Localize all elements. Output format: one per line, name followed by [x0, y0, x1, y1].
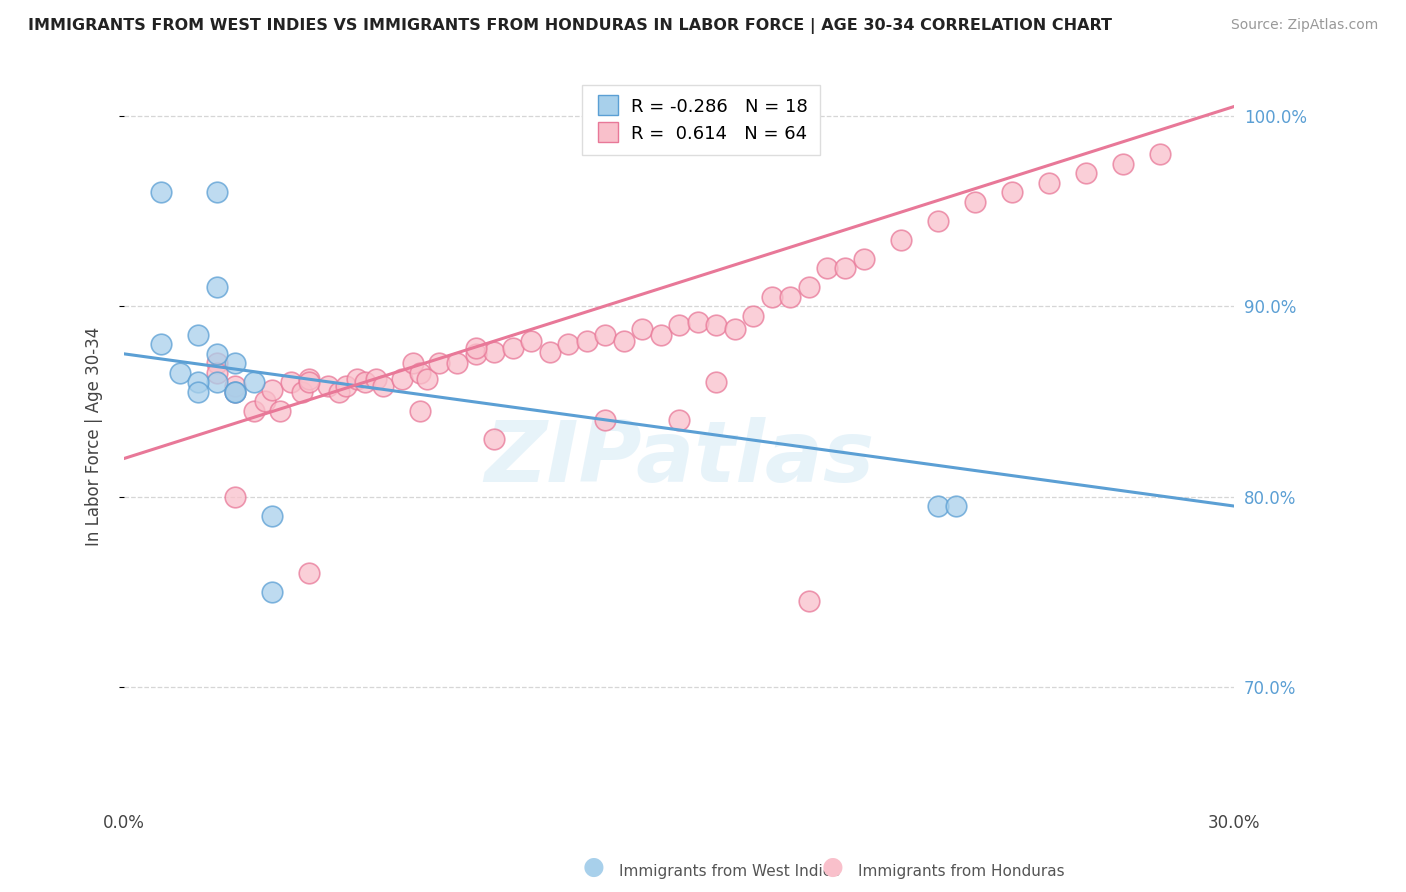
- Point: [686, 314, 709, 328]
- Point: [402, 356, 425, 370]
- Point: [150, 185, 173, 199]
- Point: [557, 337, 579, 351]
- Point: [1074, 166, 1097, 180]
- Text: Immigrants from Honduras: Immigrants from Honduras: [858, 863, 1064, 879]
- Text: ZIPatlas: ZIPatlas: [484, 417, 875, 500]
- Point: [224, 384, 246, 399]
- Point: [797, 594, 820, 608]
- Text: Source: ZipAtlas.com: Source: ZipAtlas.com: [1230, 18, 1378, 32]
- Point: [761, 290, 783, 304]
- Point: [890, 233, 912, 247]
- Y-axis label: In Labor Force | Age 30-34: In Labor Force | Age 30-34: [86, 327, 103, 546]
- Point: [409, 404, 432, 418]
- Point: [945, 499, 967, 513]
- Point: [1149, 147, 1171, 161]
- Point: [391, 371, 413, 385]
- Point: [482, 345, 505, 359]
- Point: [631, 322, 654, 336]
- Point: [353, 376, 375, 390]
- Point: [298, 566, 321, 580]
- Point: [205, 347, 228, 361]
- Point: [224, 356, 246, 370]
- Point: [224, 490, 246, 504]
- Point: [316, 379, 339, 393]
- Point: [815, 261, 838, 276]
- Point: [364, 371, 387, 385]
- Point: [797, 280, 820, 294]
- Point: [205, 185, 228, 199]
- Point: [593, 327, 616, 342]
- Point: [723, 322, 745, 336]
- Point: [927, 499, 949, 513]
- Point: [464, 347, 486, 361]
- Point: [224, 379, 246, 393]
- Point: [187, 327, 209, 342]
- Point: [205, 280, 228, 294]
- Point: [427, 356, 450, 370]
- Point: [927, 213, 949, 227]
- Point: [150, 337, 173, 351]
- Point: [834, 261, 856, 276]
- Point: [742, 309, 765, 323]
- Point: [291, 384, 314, 399]
- Point: [346, 371, 368, 385]
- Point: [224, 384, 246, 399]
- Text: ●: ●: [821, 855, 844, 879]
- Point: [1001, 185, 1024, 199]
- Point: [446, 356, 468, 370]
- Point: [409, 366, 432, 380]
- Point: [416, 371, 439, 385]
- Point: [205, 376, 228, 390]
- Point: [328, 384, 350, 399]
- Point: [269, 404, 291, 418]
- Point: [464, 341, 486, 355]
- Point: [779, 290, 801, 304]
- Point: [205, 356, 228, 370]
- Point: [704, 376, 727, 390]
- Point: [371, 379, 394, 393]
- Point: [335, 379, 357, 393]
- Point: [482, 433, 505, 447]
- Point: [668, 413, 690, 427]
- Point: [242, 376, 264, 390]
- Point: [963, 194, 986, 209]
- Text: Immigrants from West Indies: Immigrants from West Indies: [619, 863, 839, 879]
- Point: [262, 508, 284, 523]
- Point: [650, 327, 672, 342]
- Point: [853, 252, 876, 266]
- Point: [298, 371, 321, 385]
- Point: [1038, 176, 1060, 190]
- Point: [169, 366, 191, 380]
- Point: [187, 376, 209, 390]
- Point: [253, 394, 276, 409]
- Text: ●: ●: [582, 855, 605, 879]
- Point: [538, 345, 561, 359]
- Point: [262, 383, 284, 397]
- Point: [242, 404, 264, 418]
- Legend: R = -0.286   N = 18, R =  0.614   N = 64: R = -0.286 N = 18, R = 0.614 N = 64: [582, 85, 820, 155]
- Point: [224, 384, 246, 399]
- Text: IMMIGRANTS FROM WEST INDIES VS IMMIGRANTS FROM HONDURAS IN LABOR FORCE | AGE 30-: IMMIGRANTS FROM WEST INDIES VS IMMIGRANT…: [28, 18, 1112, 34]
- Point: [262, 584, 284, 599]
- Point: [502, 341, 524, 355]
- Point: [668, 318, 690, 333]
- Point: [612, 334, 634, 348]
- Point: [593, 413, 616, 427]
- Point: [575, 334, 598, 348]
- Point: [280, 376, 302, 390]
- Point: [704, 318, 727, 333]
- Point: [187, 384, 209, 399]
- Point: [298, 376, 321, 390]
- Point: [205, 366, 228, 380]
- Point: [1112, 156, 1135, 170]
- Point: [520, 334, 543, 348]
